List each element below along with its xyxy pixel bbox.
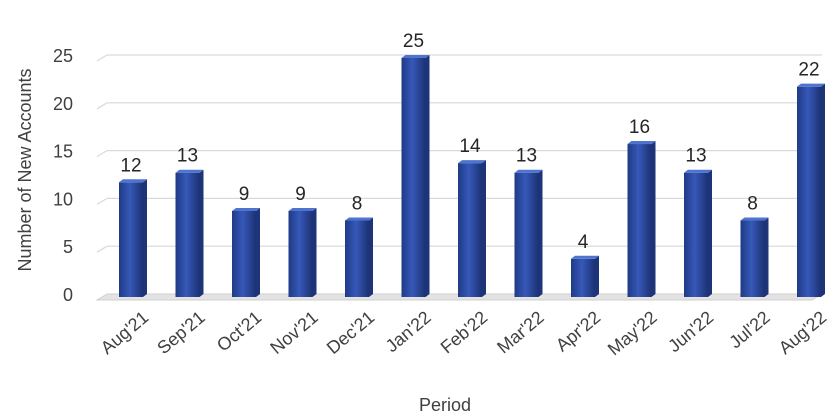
bar-top [571, 255, 599, 259]
bar-side [708, 169, 712, 297]
x-tick-label: Apr'22 [552, 307, 604, 355]
data-labels: 12 13 9 9 8 25 14 13 4 16 13 8 22 [120, 31, 819, 253]
bar-side [538, 169, 543, 297]
bar-front [797, 86, 821, 298]
x-tick-label: Sep'21 [153, 307, 208, 358]
bar-front [684, 172, 708, 297]
x-tick-label: Jun'22 [664, 307, 717, 356]
gridline-diag [96, 150, 108, 158]
bar-top [740, 217, 769, 221]
bar-front [288, 210, 313, 297]
y-axis-ticks: 0 5 10 15 20 25 [53, 46, 73, 305]
bar-top [345, 217, 373, 221]
bar-top [401, 55, 430, 58]
bar [797, 83, 825, 298]
bar-front [401, 58, 426, 297]
bar-top [458, 160, 486, 164]
y-axis-title: Number of New Accounts [15, 68, 35, 271]
data-label: 16 [629, 117, 650, 138]
x-tick-label: Jul'22 [725, 307, 773, 352]
bar-front [740, 220, 765, 297]
bar-side [595, 255, 599, 297]
x-tick-label: May'22 [604, 307, 661, 359]
bar-top [175, 169, 204, 173]
bar-top [627, 141, 656, 145]
bar [571, 255, 599, 297]
bar [684, 169, 712, 297]
x-tick-label: Oct'21 [213, 307, 265, 355]
bar-side [482, 160, 486, 297]
y-tick-label: 10 [53, 189, 73, 209]
bar-side [143, 179, 147, 297]
bar-front [514, 172, 539, 297]
bar-top [514, 169, 543, 173]
bar-front [119, 182, 143, 297]
data-label: 22 [798, 60, 819, 81]
y-tick-label: 20 [53, 94, 73, 114]
bar-front [232, 210, 256, 297]
x-tick-label: Dec'21 [323, 307, 378, 358]
bar-side [312, 207, 317, 297]
data-label: 8 [747, 194, 758, 215]
bar-side [256, 207, 260, 297]
bar [627, 141, 656, 297]
y-tick-label: 0 [63, 285, 73, 305]
data-label: 9 [295, 184, 306, 205]
y-tick-label: 15 [53, 142, 73, 162]
x-tick-label: Aug'21 [97, 307, 152, 358]
data-label: 8 [352, 194, 363, 215]
data-label: 14 [459, 136, 481, 157]
x-axis-title: Period [419, 395, 471, 415]
bar-top [288, 207, 317, 211]
bar-top [684, 169, 712, 173]
data-label: 25 [403, 31, 424, 52]
bar-front [175, 172, 200, 297]
bar-top [119, 179, 147, 183]
bar [232, 207, 260, 297]
bar [288, 207, 317, 297]
bar-side [821, 83, 825, 298]
bar [345, 217, 373, 297]
y-tick-label: 5 [63, 237, 73, 257]
gridline-diag [96, 102, 108, 110]
bar-side [764, 217, 769, 297]
bar [514, 169, 543, 297]
x-tick-label: Jan'22 [382, 307, 435, 356]
bar-front [627, 144, 652, 297]
x-tick-label: Aug'22 [775, 307, 830, 358]
x-tick-label: Nov'21 [266, 307, 321, 358]
gridline-diag [96, 245, 108, 253]
x-tick-label: Mar'22 [493, 307, 548, 357]
bar [175, 169, 204, 297]
data-label: 4 [578, 232, 589, 253]
data-label: 13 [516, 146, 537, 167]
bar-side [651, 141, 656, 297]
bar [458, 160, 486, 297]
y-tick-label: 25 [53, 46, 73, 66]
x-axis-ticks: Aug'21 Sep'21 Oct'21 Nov'21 Dec'21 Jan'22 Feb'… [97, 307, 830, 359]
bar [740, 217, 769, 297]
gridline-diag [96, 54, 108, 62]
bar-side [425, 55, 430, 297]
x-tick-label: Feb'22 [437, 307, 492, 357]
data-label: 12 [120, 155, 141, 176]
bars [119, 55, 825, 298]
bar-front [345, 220, 369, 297]
bar [401, 55, 430, 297]
data-label: 9 [239, 184, 250, 205]
data-label: 13 [177, 146, 198, 167]
bar-top [797, 83, 825, 87]
bar-side [369, 217, 373, 297]
gridline-diag [96, 197, 108, 205]
bar [119, 179, 147, 297]
bar-side [199, 169, 204, 297]
bar-front [571, 258, 595, 297]
data-label: 13 [685, 146, 706, 167]
bar-top [232, 207, 260, 211]
bar-front [458, 163, 482, 297]
